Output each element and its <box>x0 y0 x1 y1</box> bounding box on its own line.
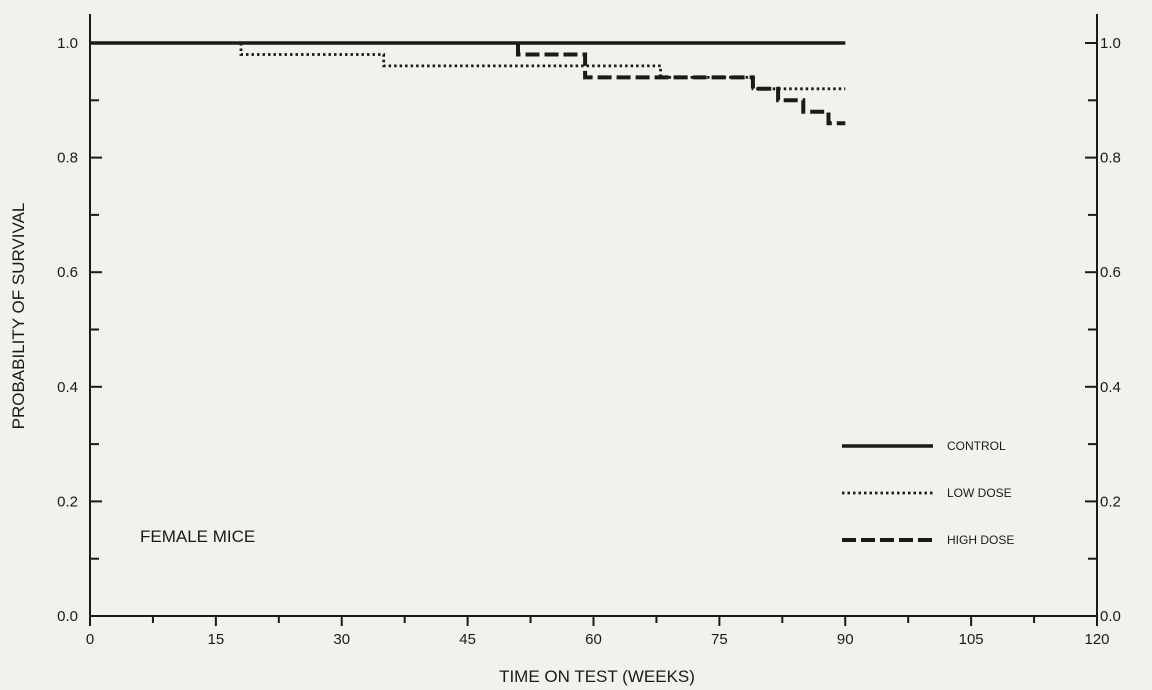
legend: CONTROL LOW DOSE HIGH DOSE <box>842 439 1014 547</box>
plot-frame <box>89 14 1098 617</box>
y-left-tick-label: 0.0 <box>57 608 78 625</box>
y-axis-left: 0.0 0.2 0.4 0.6 0.8 1.0 <box>57 35 102 625</box>
y-left-tick-label: 0.6 <box>57 264 78 281</box>
x-axis-label: TIME ON TEST (WEEKS) <box>499 667 695 686</box>
y-right-tick-label: 0.8 <box>1100 150 1121 167</box>
x-tick-label: 120 <box>1084 631 1109 648</box>
y-right-tick-label: 1.0 <box>1100 35 1121 52</box>
legend-label: LOW DOSE <box>947 486 1012 500</box>
x-tick-label: 90 <box>837 631 854 648</box>
y-left-tick-label: 0.4 <box>57 379 78 396</box>
x-tick-label: 105 <box>959 631 984 648</box>
x-tick-label: 45 <box>459 631 476 648</box>
legend-label: HIGH DOSE <box>947 533 1014 547</box>
x-tick-label: 60 <box>585 631 602 648</box>
y-left-tick-label: 1.0 <box>57 35 78 52</box>
x-tick-label: 15 <box>208 631 225 648</box>
y-right-tick-label: 0.6 <box>1100 264 1121 281</box>
legend-label: CONTROL <box>947 439 1006 453</box>
y-right-tick-label: 0.4 <box>1100 379 1121 396</box>
y-right-tick-label: 0.0 <box>1100 608 1121 625</box>
y-axis-right: 0.0 0.2 0.4 0.6 0.8 1.0 <box>1085 35 1121 625</box>
x-tick-label: 30 <box>333 631 350 648</box>
chart-annotation: FEMALE MICE <box>140 527 255 546</box>
series-line-high-dose <box>516 43 846 126</box>
x-tick-label: 0 <box>86 631 94 648</box>
y-axis-label: PROBABILITY OF SURVIVAL <box>9 203 28 430</box>
series-line-low-dose <box>239 43 846 91</box>
y-right-tick-label: 0.2 <box>1100 493 1121 510</box>
x-tick-label: 75 <box>711 631 728 648</box>
y-left-tick-label: 0.2 <box>57 493 78 510</box>
x-axis: 0 15 30 45 60 75 90 105 120 <box>86 616 1110 648</box>
y-left-tick-label: 0.8 <box>57 150 78 167</box>
series-lines <box>90 41 846 126</box>
